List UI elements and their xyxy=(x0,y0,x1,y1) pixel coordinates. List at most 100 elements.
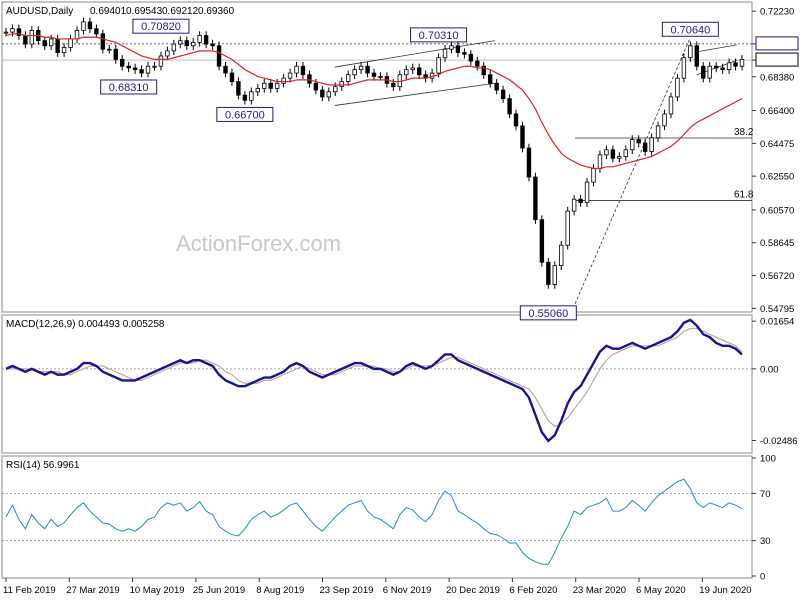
price-bar xyxy=(559,244,564,267)
price-y-tick-label: 0.62550 xyxy=(760,172,794,183)
x-tick-label: 10 May 2019 xyxy=(130,585,185,596)
price-bar xyxy=(29,30,35,45)
price-annotation: 0.70820 xyxy=(132,18,190,34)
price-bar xyxy=(539,219,545,263)
annotation-label: 0.70640 xyxy=(670,24,710,36)
price-bar xyxy=(229,72,235,82)
annotation-label: 0.68310 xyxy=(109,82,149,94)
price-bar xyxy=(462,52,467,55)
price-bar xyxy=(591,168,596,183)
price-bar xyxy=(707,65,712,79)
price-bar xyxy=(281,77,286,84)
price-bar xyxy=(617,156,622,159)
annotation-box xyxy=(100,79,158,95)
price-bar xyxy=(81,21,86,31)
price-bar xyxy=(500,89,506,100)
price-bar xyxy=(320,89,325,98)
price-y-tick-label: 0.60570 xyxy=(760,205,794,216)
x-tick-label: 23 Mar 2020 xyxy=(573,585,626,596)
price-bar xyxy=(255,87,260,93)
macd-y-tick-label: 0.01654 xyxy=(760,317,794,328)
price-bar xyxy=(642,142,648,152)
price-bar xyxy=(571,198,577,212)
rsi-panel-title: RSI(14) 56.9961 xyxy=(6,460,80,471)
price-bar xyxy=(681,57,687,79)
x-tick-label: 23 Sep 2019 xyxy=(320,585,374,596)
price-bar xyxy=(345,74,351,82)
annotation-label: 0.55060 xyxy=(528,308,568,320)
price-axis-highlight-box xyxy=(755,52,799,67)
price-bar xyxy=(48,38,54,47)
price-bar xyxy=(533,176,538,221)
rsi-layer xyxy=(2,478,752,565)
ohlc-high: 0.69543 xyxy=(126,6,163,17)
macd-line xyxy=(5,318,743,443)
axis-layer: 0.72230 0.70310 0.69360 0.68380 0.66400 0.644… xyxy=(3,7,799,596)
price-bar xyxy=(61,47,67,53)
price-annotation: 0.68310 xyxy=(100,79,158,95)
price-y-tick-label: 0.66400 xyxy=(760,106,794,117)
price-bar xyxy=(3,31,9,34)
rsi-y-tick-label: 0 xyxy=(760,572,765,583)
price-bar xyxy=(274,82,280,89)
price-bar xyxy=(416,67,422,76)
rsi-panel-frame xyxy=(1,455,753,579)
x-tick-label: 19 Jun 2020 xyxy=(699,585,751,596)
price-panel-frame xyxy=(1,1,753,313)
price-bar xyxy=(74,30,80,40)
ohlc-close: 0.69360 xyxy=(198,6,235,17)
price-annotation: 0.55060 xyxy=(519,305,577,321)
price-bar xyxy=(623,149,628,157)
rsi-y-tick-label: 70 xyxy=(760,489,771,500)
x-tick-label: 27 Mar 2019 xyxy=(66,585,119,596)
price-bar xyxy=(378,76,383,78)
wedge-upper xyxy=(696,44,738,53)
price-bar xyxy=(223,65,228,74)
price-bar xyxy=(597,154,603,169)
price-bar xyxy=(165,50,170,57)
price-bar xyxy=(358,65,364,71)
price-bar xyxy=(55,38,60,53)
price-bar xyxy=(365,65,370,74)
price-bar xyxy=(120,59,125,67)
price-bar xyxy=(94,28,99,35)
price-bar xyxy=(636,139,641,144)
price-bar xyxy=(158,55,164,67)
channel-lower xyxy=(334,82,496,106)
price-bar xyxy=(236,81,241,96)
price-bar xyxy=(16,28,22,36)
x-tick-label: 6 Nov 2019 xyxy=(383,585,432,596)
price-bar xyxy=(10,28,15,33)
price-y-tick-label: 0.64475 xyxy=(760,139,794,150)
price-bar xyxy=(216,45,222,67)
price-axis-highlight-box xyxy=(755,36,799,51)
price-bar xyxy=(675,77,680,98)
price-bar xyxy=(210,43,215,47)
x-tick-label: 8 Aug 2019 xyxy=(256,585,304,596)
price-bar xyxy=(178,40,183,45)
macd-layer xyxy=(2,318,752,443)
price-bar xyxy=(726,62,732,71)
price-annotation: 0.66700 xyxy=(216,106,274,122)
price-bar xyxy=(132,67,138,71)
price-y-tick-label: 0.58645 xyxy=(760,238,794,249)
price-bar xyxy=(733,62,738,67)
price-bar xyxy=(249,91,254,101)
macd-y-tick-label: -0.02486 xyxy=(760,436,798,447)
price-bar xyxy=(145,65,151,74)
price-bar xyxy=(287,72,293,79)
price-bar xyxy=(300,65,306,76)
moving-average-line xyxy=(5,33,743,170)
price-bar xyxy=(739,59,745,67)
price-y-tick-label: 0.54795 xyxy=(760,304,794,315)
price-bar xyxy=(442,48,448,59)
x-tick-label: 20 Dec 2019 xyxy=(446,585,500,596)
rsi-line xyxy=(5,478,743,565)
price-bar xyxy=(513,113,519,127)
price-bar xyxy=(475,60,480,67)
price-bar xyxy=(694,45,700,67)
price-bar xyxy=(184,40,189,47)
price-bar xyxy=(262,82,267,89)
price-y-tick-label: 0.68380 xyxy=(760,72,794,83)
price-bar xyxy=(371,72,377,77)
